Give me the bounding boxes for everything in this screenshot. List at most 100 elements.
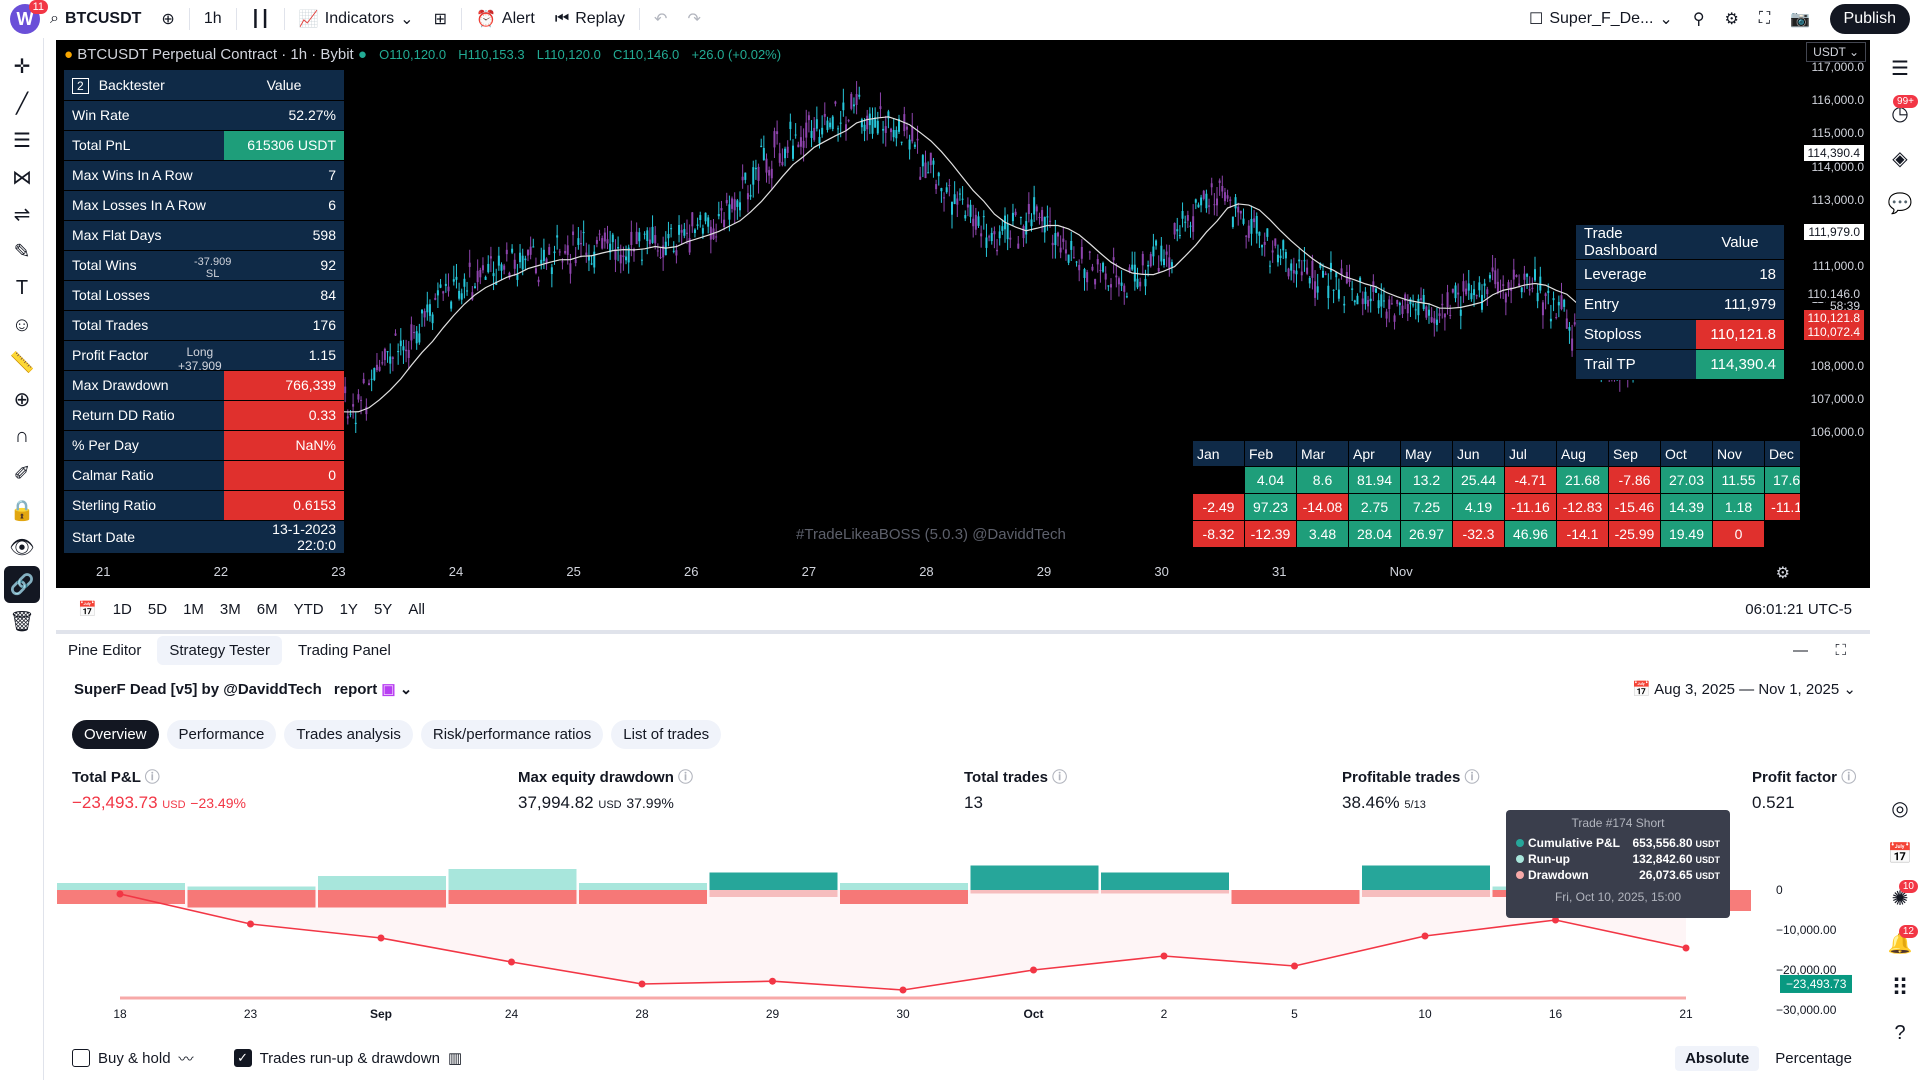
lock-drawing-icon[interactable]: ✐ [13, 463, 31, 485]
publish-button[interactable]: Publish [1829, 4, 1910, 34]
trash-icon[interactable]: 🗑 [9, 611, 35, 633]
dashboard-key: Stoploss [1576, 319, 1696, 350]
timeframe-6m[interactable]: 6M [256, 600, 278, 618]
alert-button[interactable]: ⏰ Alert [475, 10, 535, 28]
minimize-icon[interactable]: — [1793, 641, 1808, 659]
info-icon[interactable]: ⓘ [678, 769, 694, 786]
goto-icon[interactable]: ⚙ [1775, 565, 1790, 582]
snapshot-button[interactable]: 📷 [1780, 0, 1820, 38]
tab-pine-editor[interactable]: Pine Editor [68, 641, 142, 659]
absolute-toggle[interactable]: Absolute [1675, 1045, 1760, 1071]
timeframe-ytd[interactable]: YTD [293, 600, 324, 618]
equity-chart[interactable]: 0 −10,000.00 −20,000.00 −30,000.00 −23,493.7… [56, 820, 1870, 1030]
backtester-header-key[interactable]: 2 Backtester [64, 70, 224, 101]
tab-trading-panel[interactable]: Trading Panel [297, 641, 391, 659]
candle-body [1110, 284, 1112, 288]
right-toolbar: ☰ ◷ 99+ ◈ 💬 ◎ 📅 ✺ 10 🔔 12 ⠿ ? [1880, 38, 1920, 1080]
compare-button[interactable]: ⊕ [151, 0, 184, 38]
help-icon[interactable]: ? [1894, 1022, 1906, 1044]
quick-search-button[interactable]: ⚲ [1683, 0, 1715, 38]
pattern-icon[interactable]: ⋈ [12, 167, 32, 189]
alerts-clock-icon[interactable]: ◷ 99+ [1880, 91, 1920, 136]
fib-icon[interactable]: ☰ [13, 130, 31, 152]
backtester-row: Total Wins 92 [64, 250, 344, 281]
timeframe-all[interactable]: All [408, 600, 425, 618]
equity-y-tick: 0 [1776, 883, 1783, 897]
timeframe-1d[interactable]: 1D [112, 600, 132, 618]
bell-icon[interactable]: 🔔 12 [1880, 921, 1920, 966]
calendar-icon[interactable]: 📅 [1887, 843, 1913, 865]
candle-body [1295, 270, 1298, 275]
layout-button[interactable]: ☐ Super_F_De... ⌄ [1529, 10, 1673, 28]
indicators-button[interactable]: 📈 Indicators ⌄ [298, 10, 414, 28]
buy-hold-checkbox[interactable] [72, 1049, 90, 1067]
redo-button[interactable]: ↷ [677, 0, 710, 38]
ruler-icon[interactable]: 📏 [9, 352, 35, 374]
info-icon[interactable]: ⓘ [1052, 769, 1068, 786]
price-axis[interactable]: USDT ⌄ 117,000.0 116,000.0 115,000.0 114,00… [1800, 40, 1870, 588]
trendline-icon[interactable]: ╱ [15, 93, 29, 115]
text-icon[interactable]: T [15, 277, 29, 299]
info-icon[interactable]: ⓘ [1841, 769, 1857, 786]
info-icon[interactable]: ⓘ [1464, 769, 1480, 786]
magnet-icon[interactable]: ∩ [14, 425, 30, 447]
timeframe-1y[interactable]: 1Y [339, 600, 358, 618]
chevron-down-icon: ⌄ [399, 681, 413, 698]
templates-button[interactable]: ⊞ [424, 0, 457, 38]
crosshair-icon[interactable]: ✛ [13, 56, 31, 78]
chart-type-button[interactable]: ┃┃ [241, 0, 280, 38]
runup-checkbox[interactable]: ✓ [233, 1049, 252, 1067]
lock-icon[interactable]: 🔒 [9, 500, 35, 522]
timeframe-1m[interactable]: 1M [183, 600, 204, 618]
forecast-icon[interactable]: ⇌ [13, 204, 31, 226]
undo-button[interactable]: ↶ [644, 0, 677, 38]
emoji-icon[interactable]: ☺ [11, 314, 33, 336]
backtester-row: Total Losses 84 [64, 280, 344, 311]
settings-button[interactable]: ⚙ [1715, 0, 1749, 38]
clock[interactable]: 06:01:21 UTC-5 [1745, 600, 1852, 618]
goto-date-icon[interactable]: 📅 [78, 601, 97, 618]
divider [188, 8, 190, 30]
watchlist-icon[interactable]: ☰ [1891, 58, 1909, 80]
candle-body [1049, 220, 1052, 222]
interval-button[interactable]: 1h [203, 10, 222, 27]
layers-icon[interactable]: ◈ [1892, 148, 1908, 170]
currency-select[interactable]: USDT ⌄ [1806, 42, 1866, 62]
brush-icon[interactable]: ✎ [13, 241, 31, 263]
timeframe-5y[interactable]: 5Y [373, 600, 393, 618]
maximize-icon[interactable]: ⛶ [1835, 641, 1846, 659]
info-icon[interactable]: ⓘ [144, 769, 160, 786]
candle-body [1414, 309, 1417, 311]
pill-overview[interactable]: Overview [72, 720, 159, 749]
timeframe-5d[interactable]: 5D [147, 600, 168, 618]
timeframe-3m[interactable]: 3M [219, 600, 241, 618]
target-icon[interactable]: ◎ [1891, 798, 1909, 820]
time-axis[interactable]: 21 22 23 24 25 26 27 28 29 30 31 Nov [56, 558, 1800, 588]
price-tick: 117,000.0 [1811, 60, 1865, 74]
eye-icon[interactable]: 👁 [9, 537, 35, 559]
pill-trades-analysis[interactable]: Trades analysis [284, 720, 413, 749]
user-avatar[interactable]: W 11 [10, 0, 48, 34]
price-chart[interactable]: ● BTCUSDT Perpetual Contract · 1h · Bybi… [56, 40, 1870, 588]
symbol-search-button[interactable]: ⌕ BTCUSDT [50, 10, 142, 27]
candle-body [1001, 226, 1004, 231]
candle-body [1356, 295, 1359, 305]
fullscreen-button[interactable]: ⛶ [1749, 0, 1780, 38]
time-tick: 31 [1272, 564, 1287, 579]
link-icon[interactable]: 🔗 [4, 566, 40, 603]
percentage-toggle[interactable]: Percentage [1775, 1049, 1852, 1067]
apps-icon[interactable]: ⠿ [1891, 975, 1909, 1002]
pill-risk-performance-ratios[interactable]: Risk/performance ratios [420, 720, 604, 749]
dashboard-row: Trail TP 114,390.4 [1576, 349, 1784, 380]
tab-strategy-tester[interactable]: Strategy Tester [157, 635, 282, 665]
chat-icon[interactable]: 💬 [1887, 193, 1913, 215]
strategy-title[interactable]: SuperF Dead [v5] by @DaviddTech report ▣… [74, 680, 412, 698]
date-range-selector[interactable]: 📅 Aug 3, 2025 — Nov 1, 2025 ⌄ [1632, 681, 1856, 698]
replay-button[interactable]: ⏮ Replay [554, 10, 626, 27]
network-icon[interactable]: ✺ 10 [1880, 876, 1920, 921]
zoom-icon[interactable]: ⊕ [13, 389, 31, 411]
runup-bar [970, 865, 1099, 890]
pill-performance[interactable]: Performance [166, 720, 277, 749]
pill-list-of-trades[interactable]: List of trades [611, 720, 722, 749]
collapse-badge[interactable]: 2 [72, 77, 89, 94]
